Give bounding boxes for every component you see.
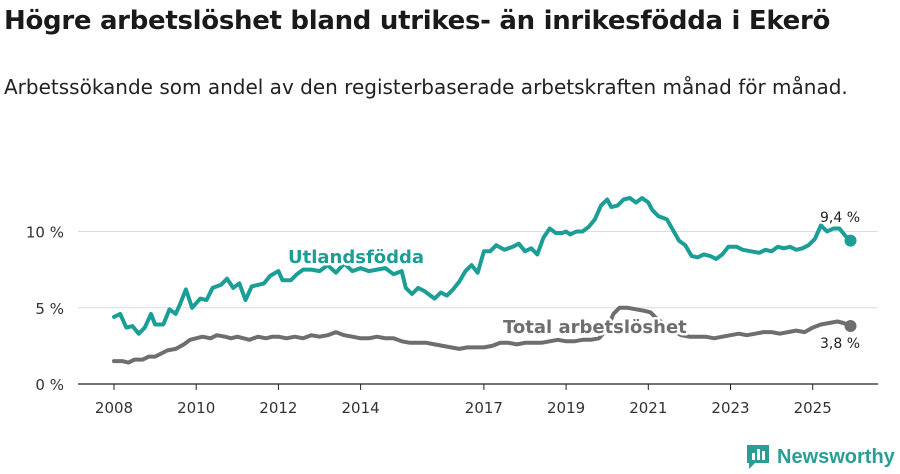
y-tick-label: 0 % (35, 376, 64, 394)
x-tick-label: 2012 (259, 399, 297, 417)
x-tick-label: 2021 (629, 399, 667, 417)
brand-name: Newsworthy (777, 445, 895, 468)
x-tick-label: 2014 (342, 399, 380, 417)
page-subtitle: Arbetssökande som andel av den registerb… (4, 75, 848, 99)
y-tick-label: 10 % (26, 224, 64, 242)
brand-logo: Newsworthy (745, 442, 895, 472)
x-tick-label: 2019 (547, 399, 585, 417)
series-label-total: Total arbetslöshet (503, 317, 687, 338)
series-label-utlandsfodda: Utlandsfödda (288, 247, 424, 268)
series-line-utlandsfodda (112, 196, 853, 336)
page-title: Högre arbetslöshet bland utrikes- än inr… (4, 6, 831, 36)
y-tick-label: 5 % (35, 300, 64, 318)
end-value-label-total: 3,8 % (820, 336, 860, 352)
series-end-dot (844, 234, 857, 247)
x-tick-label: 2025 (794, 399, 832, 417)
x-tick-label: 2010 (177, 399, 215, 417)
x-tick-label: 2008 (95, 399, 133, 417)
newsworthy-logo-icon (747, 445, 769, 469)
x-tick-label: 2023 (711, 399, 749, 417)
series-end-dot (844, 320, 857, 333)
series-line-total (112, 305, 853, 365)
end-value-label-utlandsfodda: 9,4 % (820, 210, 860, 226)
x-tick-label: 2017 (465, 399, 503, 417)
